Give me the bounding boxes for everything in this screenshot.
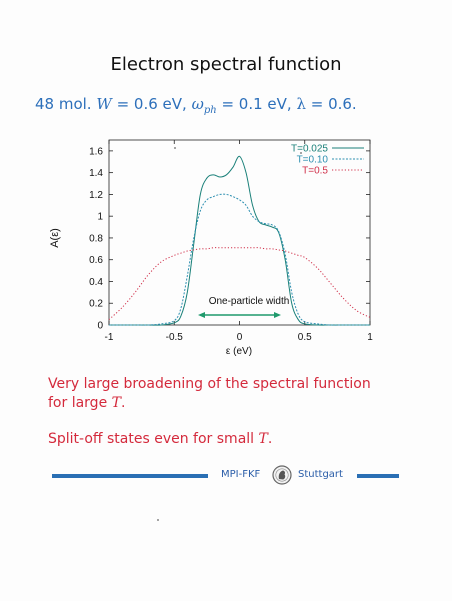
molecule-count: 48 mol. bbox=[35, 95, 92, 113]
mpg-minerva-logo-icon bbox=[272, 465, 292, 485]
y-tick-label: 0.8 bbox=[89, 233, 103, 244]
y-axis-label: A(ε) bbox=[50, 228, 61, 248]
series-line-2 bbox=[108, 247, 371, 320]
x-axis-label: ε (eV) bbox=[226, 346, 252, 357]
parameter-line: 48 mol. W = 0.6 eV, ωph = 0.1 eV, λ = 0.… bbox=[35, 95, 357, 116]
coupling-symbol: λ bbox=[296, 95, 306, 113]
legend-label: T=0.025 bbox=[291, 144, 328, 155]
x-tick-label: 0 bbox=[237, 332, 243, 343]
bandwidth-value: = 0.6 eV, bbox=[116, 95, 187, 113]
scan-speck bbox=[157, 519, 159, 521]
coupling-value: = 0.6. bbox=[310, 95, 357, 113]
arrow-left-head bbox=[198, 312, 205, 318]
broadening-remark-line1: Very large broadening of the spectral fu… bbox=[48, 376, 371, 392]
y-tick-label: 1.6 bbox=[89, 146, 103, 157]
phonon-frequency-symbol: ωph bbox=[191, 95, 217, 116]
y-tick-label: 0.4 bbox=[89, 277, 103, 288]
arrow-right-head bbox=[274, 312, 281, 318]
omega-letter: ω bbox=[191, 95, 204, 113]
remark-period: . bbox=[267, 431, 273, 447]
temperature-symbol: T bbox=[111, 395, 121, 411]
x-tick-label: 1 bbox=[367, 332, 373, 343]
footer-institute: MPI-FKF bbox=[221, 469, 261, 480]
y-tick-label: 1 bbox=[97, 212, 103, 223]
width-arrow bbox=[198, 312, 281, 318]
footer-bar-right bbox=[357, 474, 399, 478]
remark-period: . bbox=[120, 395, 126, 411]
remark-text: Split-off states even for small bbox=[48, 431, 255, 447]
x-tick-label: -1 bbox=[105, 332, 114, 343]
scan-speck bbox=[300, 152, 302, 154]
series-line-1 bbox=[109, 193, 370, 326]
phonon-frequency-value: = 0.1 eV, bbox=[221, 95, 292, 113]
bandwidth-symbol: W bbox=[96, 95, 112, 113]
broadening-remark-line2: for large T. bbox=[48, 394, 371, 413]
footer-city: Stuttgart bbox=[298, 469, 343, 480]
series-curves bbox=[108, 155, 371, 326]
y-tick-label: 1.2 bbox=[89, 190, 103, 201]
y-tick-label: 0.2 bbox=[89, 299, 103, 310]
y-tick-label: 0 bbox=[97, 321, 103, 332]
split-off-remark: Split-off states even for small T. bbox=[48, 430, 272, 449]
footer-bar-left bbox=[52, 474, 208, 478]
axis-ticks: -1 -0.5 0 0.5 1 0 0.2 0.4 0.6 0.8 1 1.2 1.4 1.6 bbox=[89, 140, 373, 343]
slide-title: Electron spectral function bbox=[110, 54, 342, 75]
y-tick-label: 1.4 bbox=[89, 168, 103, 179]
temperature-symbol: T bbox=[258, 431, 268, 447]
x-tick-label: -0.5 bbox=[166, 332, 184, 343]
scan-speck bbox=[174, 147, 176, 149]
one-particle-width-label: One-particle width bbox=[209, 296, 290, 307]
footer: MPI-FKF Stuttgart bbox=[0, 463, 452, 489]
legend-label: T=0.10 bbox=[297, 155, 329, 166]
broadening-remark: Very large broadening of the spectral fu… bbox=[48, 375, 371, 413]
y-tick-label: 0.6 bbox=[89, 255, 103, 266]
series-line-0 bbox=[109, 155, 370, 326]
remark-text: for large bbox=[48, 395, 108, 411]
x-tick-label: 0.5 bbox=[298, 332, 312, 343]
legend-label: T=0.5 bbox=[302, 166, 328, 177]
omega-subscript: ph bbox=[203, 105, 217, 116]
spectral-function-chart: -1 -0.5 0 0.5 1 0 0.2 0.4 0.6 0.8 1 1.2 1.4 1.6 T=0.0… bbox=[50, 139, 373, 357]
